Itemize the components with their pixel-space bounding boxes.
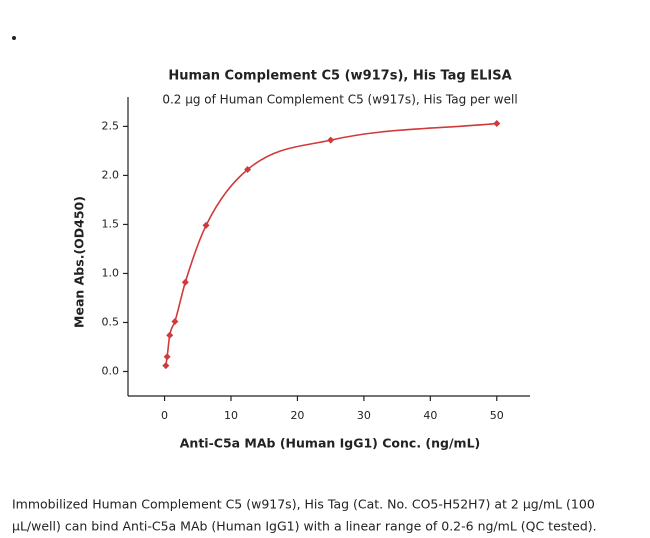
- data-point: [327, 136, 335, 144]
- chart-title: Human Complement C5 (w917s), His Tag ELI…: [168, 69, 511, 84]
- caption-line: µL/well) can bind Anti-C5a MAb (Human Ig…: [12, 519, 597, 534]
- x-tick-label: 40: [423, 409, 437, 422]
- data-point: [493, 119, 501, 127]
- bullet: [12, 36, 16, 40]
- y-tick-label: 1.0: [102, 266, 120, 279]
- y-tick-label: 1.5: [102, 217, 120, 230]
- data-point: [181, 278, 189, 286]
- data-point: [202, 221, 210, 229]
- y-axis-label: Mean Abs.(OD450): [72, 196, 87, 328]
- fit-curve: [165, 122, 497, 366]
- data-point: [244, 166, 252, 174]
- x-tick-label: 0: [161, 409, 168, 422]
- data-point: [163, 353, 171, 361]
- x-tick-label: 20: [290, 409, 304, 422]
- data-point: [166, 331, 174, 339]
- y-tick-label: 2.5: [102, 119, 120, 132]
- y-tick-label: 0.0: [102, 364, 120, 377]
- x-tick-label: 10: [224, 409, 238, 422]
- x-tick-label: 30: [357, 409, 371, 422]
- chart-subtitle: 0.2 µg of Human Complement C5 (w917s), H…: [162, 93, 517, 107]
- data-point: [162, 362, 170, 370]
- caption-line: Immobilized Human Complement C5 (w917s),…: [12, 497, 595, 512]
- x-axis-label: Anti-C5a MAb (Human IgG1) Conc. (ng/mL): [180, 436, 481, 451]
- y-tick-label: 2.0: [102, 168, 120, 181]
- data-point: [171, 317, 179, 325]
- x-tick-label: 50: [490, 409, 504, 422]
- y-tick-label: 0.5: [102, 315, 120, 328]
